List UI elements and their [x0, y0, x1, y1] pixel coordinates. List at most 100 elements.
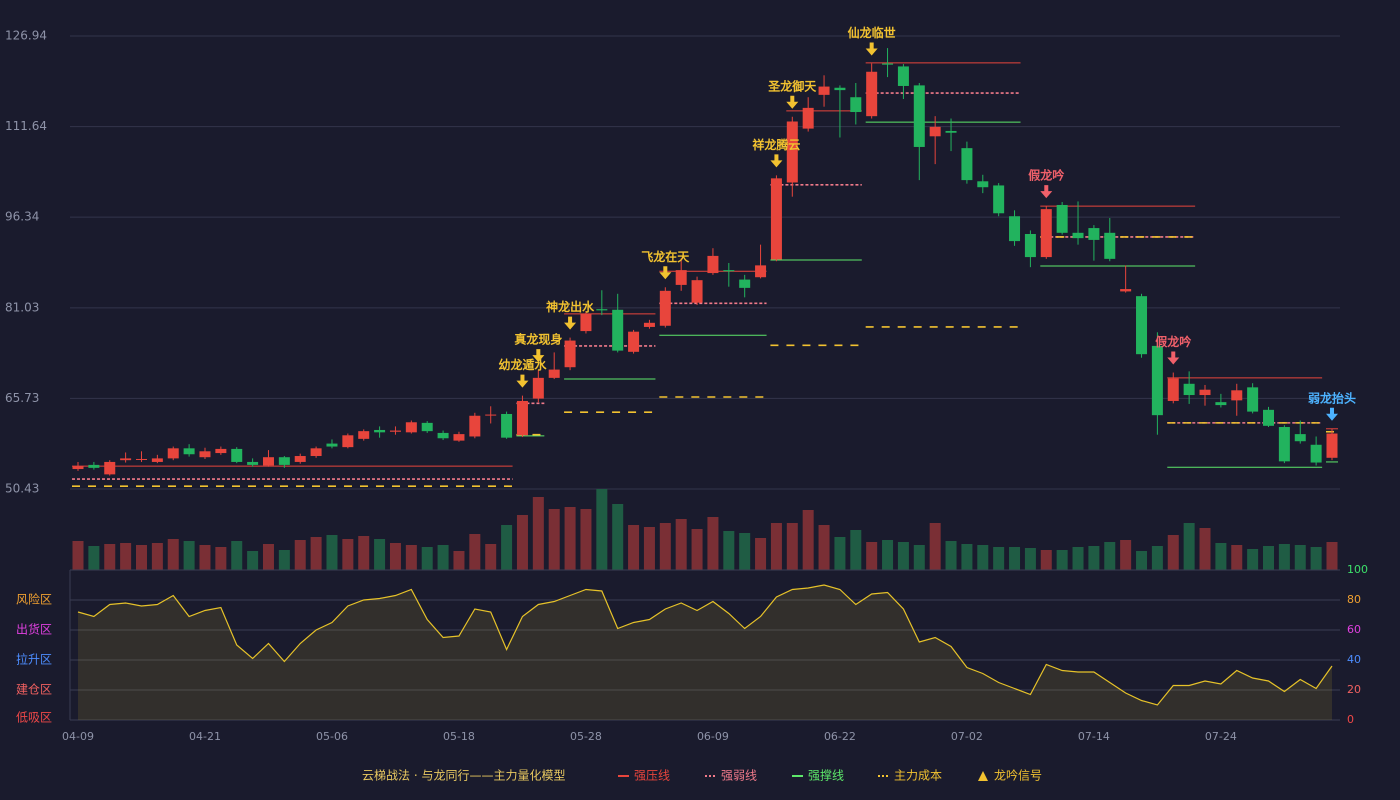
x-tick-label: 07-14	[1078, 730, 1110, 743]
volume-bar	[421, 547, 433, 570]
candle-body	[278, 457, 290, 465]
candle-body	[135, 458, 147, 460]
candle-body	[1136, 296, 1148, 355]
signal-arrow	[1326, 407, 1338, 421]
candle-body	[120, 458, 132, 461]
y-tick-label: 111.64	[5, 119, 47, 133]
candle-body	[913, 85, 925, 147]
signal-label: 弱龙抬头	[1308, 390, 1356, 405]
candle-body	[977, 181, 989, 188]
candle-body	[310, 448, 322, 457]
candle-body	[1278, 427, 1290, 462]
volume-bar	[294, 540, 306, 570]
candle-body	[993, 185, 1005, 214]
signal-label: 假龙吟	[1028, 168, 1064, 183]
candle-body	[1040, 209, 1052, 258]
volume-bar	[675, 519, 687, 570]
volume-bar	[532, 497, 544, 570]
candle-body	[421, 422, 433, 432]
volume-bar	[516, 515, 528, 570]
volume-bar	[755, 538, 767, 570]
candle-body	[294, 456, 306, 462]
candle-body	[850, 97, 862, 113]
signal-label: 圣龙御天	[767, 78, 817, 93]
volume-bar	[961, 544, 973, 570]
volume-bar	[707, 517, 719, 570]
x-tick-label: 05-06	[316, 730, 348, 743]
candle-body	[1215, 402, 1227, 406]
volume-bar	[1326, 542, 1338, 570]
volume-bar	[501, 525, 513, 570]
candle-body	[1199, 389, 1211, 396]
signal-label: 祥龙腾云	[752, 137, 800, 152]
candle-body	[675, 270, 687, 285]
volume-bar	[1136, 551, 1148, 570]
volume-bar	[1167, 535, 1179, 570]
volume-bar	[1072, 547, 1084, 570]
volume-bar	[1104, 542, 1116, 570]
volume-bar	[1278, 544, 1290, 570]
legend-marker	[978, 771, 988, 781]
candle-body	[691, 280, 703, 303]
candle-body	[1183, 383, 1195, 396]
candle-body	[802, 107, 814, 129]
volume-bar	[850, 530, 862, 570]
zone-label: 出货区	[16, 622, 52, 637]
legend-label: 强压线	[634, 769, 670, 783]
oscillator-area	[78, 585, 1332, 720]
candle-body	[564, 340, 576, 368]
x-tick-label: 07-24	[1205, 730, 1237, 743]
volume-bar	[215, 547, 227, 570]
candle-body	[1247, 387, 1259, 412]
volume-bar	[834, 537, 846, 570]
candle-body	[405, 422, 417, 433]
volume-bar	[199, 545, 211, 570]
candle-body	[326, 443, 338, 447]
candle-body	[183, 448, 195, 455]
candle-body	[231, 448, 243, 462]
y2-tick-label: 20	[1347, 683, 1361, 696]
volume-bar	[882, 540, 894, 570]
zone-label: 低吸区	[16, 711, 52, 725]
candle-body	[374, 429, 386, 433]
volume-bar	[151, 543, 163, 570]
y-tick-label: 81.03	[5, 300, 39, 314]
volume-bar	[1040, 550, 1052, 570]
volume-bar	[453, 551, 465, 570]
candle-body	[659, 290, 671, 326]
signal-label: 幼龙遁水	[498, 357, 547, 372]
signal-arrow	[865, 42, 878, 56]
volume-bar	[1294, 545, 1306, 570]
volume-bar	[1247, 549, 1259, 570]
signal-arrow	[1167, 351, 1180, 365]
candle-body	[945, 130, 957, 133]
volume-bar	[643, 527, 655, 570]
zone-label: 建仓区	[16, 683, 52, 697]
signal-arrow	[1040, 185, 1053, 199]
volume-bar	[437, 545, 449, 570]
volume-bar	[1183, 523, 1195, 570]
volume-bar	[1263, 546, 1275, 570]
volume-bar	[1215, 543, 1227, 570]
candle-body	[469, 415, 481, 437]
volume-bar	[691, 529, 703, 570]
volume-bar	[723, 531, 735, 570]
candle-body	[596, 309, 608, 311]
volume-bar	[1231, 545, 1243, 570]
y-tick-label: 126.94	[5, 29, 47, 43]
volume-bar	[1310, 547, 1322, 570]
x-tick-label: 04-21	[189, 730, 221, 743]
volume-bar	[247, 551, 259, 570]
volume-bar	[262, 544, 274, 570]
volume-bar	[1120, 540, 1132, 570]
candle-body	[707, 255, 719, 274]
candle-body	[485, 414, 497, 416]
candle-body	[1104, 232, 1116, 259]
volume-bar	[897, 542, 909, 570]
candle-body	[1024, 233, 1036, 258]
candle-body	[247, 461, 259, 465]
candle-body	[786, 121, 798, 183]
candle-body	[961, 148, 973, 181]
